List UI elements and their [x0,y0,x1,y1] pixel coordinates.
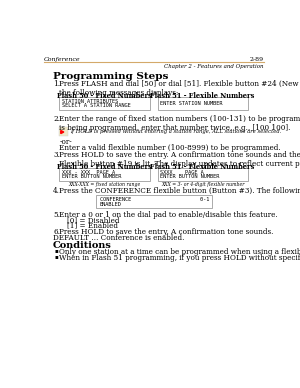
Text: 2.: 2. [53,115,60,123]
Text: Press HOLD to save the entry. A confirmation tone sounds and the display updates: Press HOLD to save the entry. A confirma… [59,151,300,168]
Text: ENTER BUTTON NUMBER: ENTER BUTTON NUMBER [61,173,121,178]
Text: 6.: 6. [53,227,60,236]
Text: ▪: ▪ [55,248,58,253]
FancyBboxPatch shape [158,168,248,181]
Text: Chapter 2 - Features and Operation: Chapter 2 - Features and Operation [164,64,264,69]
Text: Flash 51 - Flexible Numbers: Flash 51 - Flexible Numbers [150,163,255,171]
Text: 4.: 4. [53,187,60,196]
Text: XXX-XXX = fixed station range: XXX-XXX = fixed station range [68,182,141,187]
Text: If HOLD is pressed without entering a station range, ALL stations are selected.: If HOLD is pressed without entering a st… [70,129,281,134]
FancyBboxPatch shape [96,195,212,208]
Text: When in Flash 51 programming, if you press HOLD without specifying a flexible nu: When in Flash 51 programming, if you pre… [59,255,300,262]
Text: Enter a 0 or 1 on the dial pad to enable/disable this feature.: Enter a 0 or 1 on the dial pad to enable… [59,211,278,219]
Text: ▪: ▪ [55,255,58,260]
FancyBboxPatch shape [59,127,68,136]
Text: Flash 50 - Fixed Numbers: Flash 50 - Fixed Numbers [57,92,152,100]
Text: [1] = Enabled: [1] = Enabled [67,221,118,229]
Text: ENTER STATION NUMBER: ENTER STATION NUMBER [160,101,223,106]
Text: Flash 51 - Flexible Numbers: Flash 51 - Flexible Numbers [150,92,255,100]
Text: Enter a valid flexible number (100-8999) to be programmed.: Enter a valid flexible number (100-8999)… [59,144,281,152]
Text: 5.: 5. [53,211,60,219]
Text: 3.: 3. [53,151,60,159]
Text: Only one station at a time can be programmed when using a flexible station numbe: Only one station at a time can be progra… [59,248,300,256]
Text: SXXX    PAGE A: SXXX PAGE A [160,170,204,175]
Text: Press FLASH and dial [50] or dial [51]. Flexible button #24 (New Range) is lit a: Press FLASH and dial [50] or dial [51]. … [59,80,300,97]
Text: ENABLED: ENABLED [100,202,122,207]
Polygon shape [61,130,64,133]
Text: 1.: 1. [53,80,60,88]
Text: DEFAULT … Conference is enabled.: DEFAULT … Conference is enabled. [53,234,184,242]
Text: Programming Steps: Programming Steps [53,72,168,81]
Text: Flash 50 - Fixed Numbers: Flash 50 - Fixed Numbers [57,163,152,171]
FancyBboxPatch shape [59,97,150,111]
Text: Press the CONFERENCE flexible button (Button #3). The following message displays: Press the CONFERENCE flexible button (Bu… [59,187,300,196]
FancyBboxPatch shape [59,168,150,181]
Text: Enter the range of fixed station numbers (100-131) to be programmed. If only one: Enter the range of fixed station numbers… [59,115,300,132]
Text: Press HOLD to save the entry. A confirmation tone sounds.: Press HOLD to save the entry. A confirma… [59,227,274,236]
Text: [0] = Disabled: [0] = Disabled [67,217,119,225]
Text: -or-: -or- [59,138,72,146]
Text: ENTER BUTTON NUMBER: ENTER BUTTON NUMBER [160,173,219,178]
Text: SELECT A STATION RANGE: SELECT A STATION RANGE [61,103,130,108]
Text: STATION ATTRIBUTES: STATION ATTRIBUTES [61,99,118,104]
Text: XXX - XXX  PAGE A: XXX - XXX PAGE A [61,170,115,175]
FancyBboxPatch shape [158,97,248,111]
Text: XXX = 3- or 4-digit flexible number: XXX = 3- or 4-digit flexible number [161,182,244,187]
Text: Conference: Conference [44,57,80,62]
Text: CONFERENCE                      0-1: CONFERENCE 0-1 [100,197,209,203]
Text: 2-89: 2-89 [250,57,264,62]
Text: Conditions: Conditions [53,241,112,250]
